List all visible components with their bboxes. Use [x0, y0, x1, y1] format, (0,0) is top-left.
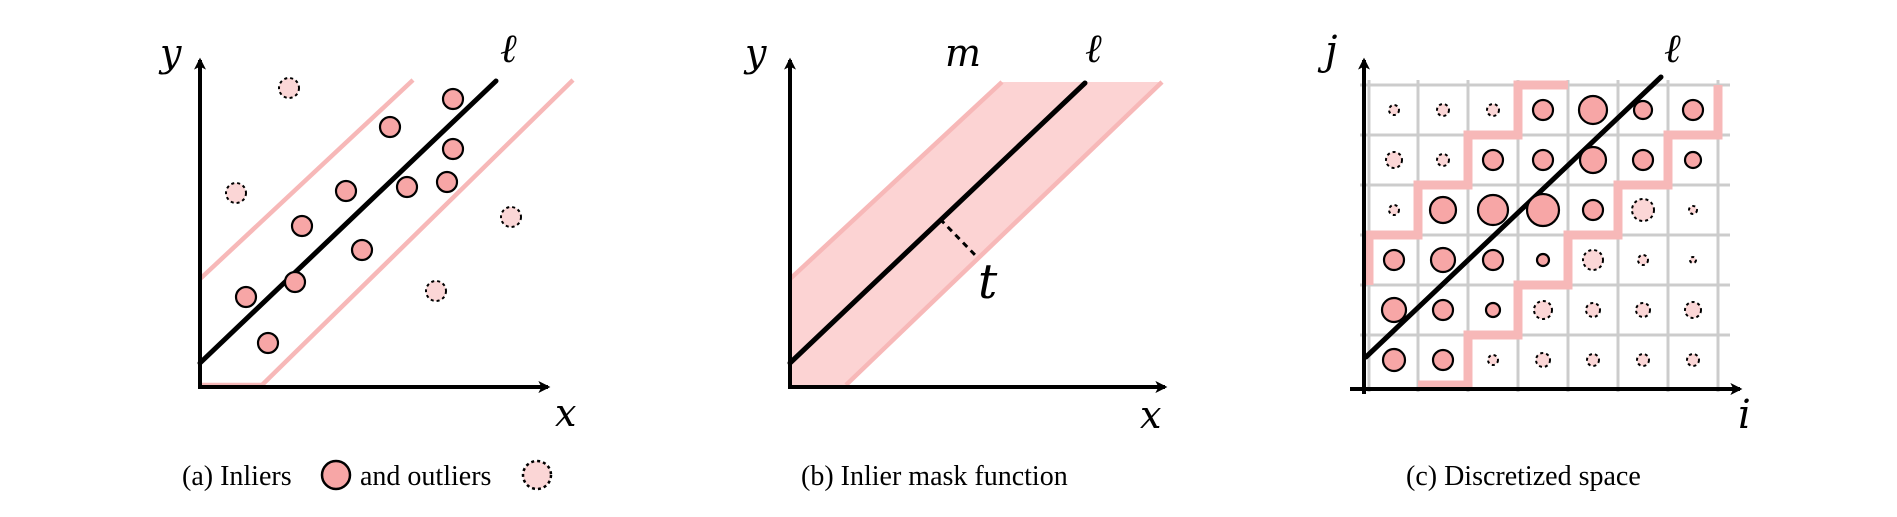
cell-inlier: [1428, 195, 1458, 225]
inlier-point: [350, 238, 374, 262]
cell-outlier: [1486, 103, 1500, 117]
cell-inlier: [1631, 148, 1655, 172]
cell-inlier: [1381, 347, 1407, 373]
cell-inlier: [1681, 98, 1705, 122]
caption-inlier-icon: [320, 459, 352, 491]
panel-a: y x ℓ (a) Inliers and outliers: [158, 26, 576, 492]
cell-outlier: [1388, 104, 1400, 116]
outlier-point: [500, 206, 522, 228]
caption-outlier-icon: [521, 459, 553, 491]
cell-outlier: [1688, 205, 1698, 215]
lower-band-staircase: [1418, 85, 1723, 390]
y-axis-label: y: [743, 31, 767, 75]
cell-outlier: [1533, 300, 1553, 320]
inlier-point: [256, 331, 280, 355]
cell-outlier: [1388, 204, 1400, 216]
caption-c: (c) Discretized space: [1406, 461, 1641, 492]
inlier-point: [441, 137, 465, 161]
outlier-point: [278, 77, 300, 99]
model-line: [197, 78, 499, 366]
cell-inlier: [1431, 348, 1455, 372]
cell-outlier: [1686, 353, 1700, 367]
panel-c: j i ℓ: [1317, 26, 1751, 492]
cell-inlier: [1535, 252, 1551, 268]
inlier-point: [234, 285, 258, 309]
threshold-distance: [938, 217, 980, 260]
cell-outlier: [1689, 256, 1697, 264]
cell-inlier: [1481, 248, 1505, 272]
cell-inlier: [1484, 301, 1502, 319]
cell-outlier: [1582, 249, 1604, 271]
cell-outlier: [1585, 302, 1601, 318]
cell-outlier: [1535, 352, 1551, 368]
inlier-point: [395, 175, 419, 199]
cell-inlier: [1431, 298, 1455, 322]
y-axis-label: y: [158, 31, 182, 75]
cell-outlier: [1635, 302, 1651, 318]
outlier-point: [425, 280, 447, 302]
upper-band-staircase: [1364, 80, 1568, 285]
panel-b: y x m ℓ t (b) Inlier mask function: [743, 26, 1168, 492]
threshold-label: t: [978, 254, 998, 310]
cell-inlier: [1683, 150, 1703, 170]
upper-band-edge: [788, 80, 1004, 281]
cell-inlier: [1481, 148, 1505, 172]
inlier-point: [334, 179, 358, 203]
inlier-point: [290, 214, 314, 238]
x-axis-label: x: [555, 391, 576, 435]
caption-a-middle: and outliers: [360, 461, 491, 492]
cell-outlier: [1684, 301, 1702, 319]
cell-inlier: [1382, 248, 1406, 272]
cell-outlier: [1631, 198, 1655, 222]
cell-outlier: [1637, 254, 1649, 266]
lower-band-edge: [844, 80, 1164, 387]
cell-outlier: [1636, 353, 1650, 367]
upper-band-edge: [198, 78, 415, 281]
line-label: ℓ: [1664, 26, 1681, 72]
outlier-point: [225, 182, 247, 204]
cell-inlier: [1577, 94, 1609, 126]
cell-outlier: [1436, 153, 1450, 167]
cell-inlier: [1531, 98, 1555, 122]
cell-outlier: [1436, 103, 1450, 117]
band-label: m: [945, 31, 981, 75]
j-axis-label: j: [1317, 28, 1337, 74]
inlier-band: [790, 82, 1162, 385]
cell-inlier: [1581, 198, 1605, 222]
cell-inlier: [1380, 296, 1408, 324]
caption-a-prefix: (a) Inliers: [182, 461, 292, 492]
caption-b: (b) Inlier mask function: [801, 461, 1068, 492]
cell-inlier: [1578, 145, 1608, 175]
inlier-point: [378, 115, 402, 139]
cell-inlier: [1476, 193, 1510, 227]
cell-inlier: [1525, 192, 1561, 228]
x-axis-label: x: [1140, 393, 1161, 437]
model-line: [1363, 74, 1664, 360]
cell-outlier: [1487, 354, 1499, 366]
cell-outlier: [1586, 353, 1600, 367]
model-line: [787, 80, 1088, 366]
line-label: ℓ: [500, 26, 517, 72]
cell-inlier: [1429, 246, 1457, 274]
inlier-point: [435, 170, 459, 194]
cell-outlier: [1385, 151, 1403, 169]
cell-inlier: [1632, 99, 1654, 121]
i-axis-label: i: [1738, 392, 1751, 438]
inlier-point: [441, 87, 465, 111]
cell-inlier: [1531, 148, 1555, 172]
inlier-point: [283, 270, 307, 294]
line-label: ℓ: [1085, 26, 1102, 72]
